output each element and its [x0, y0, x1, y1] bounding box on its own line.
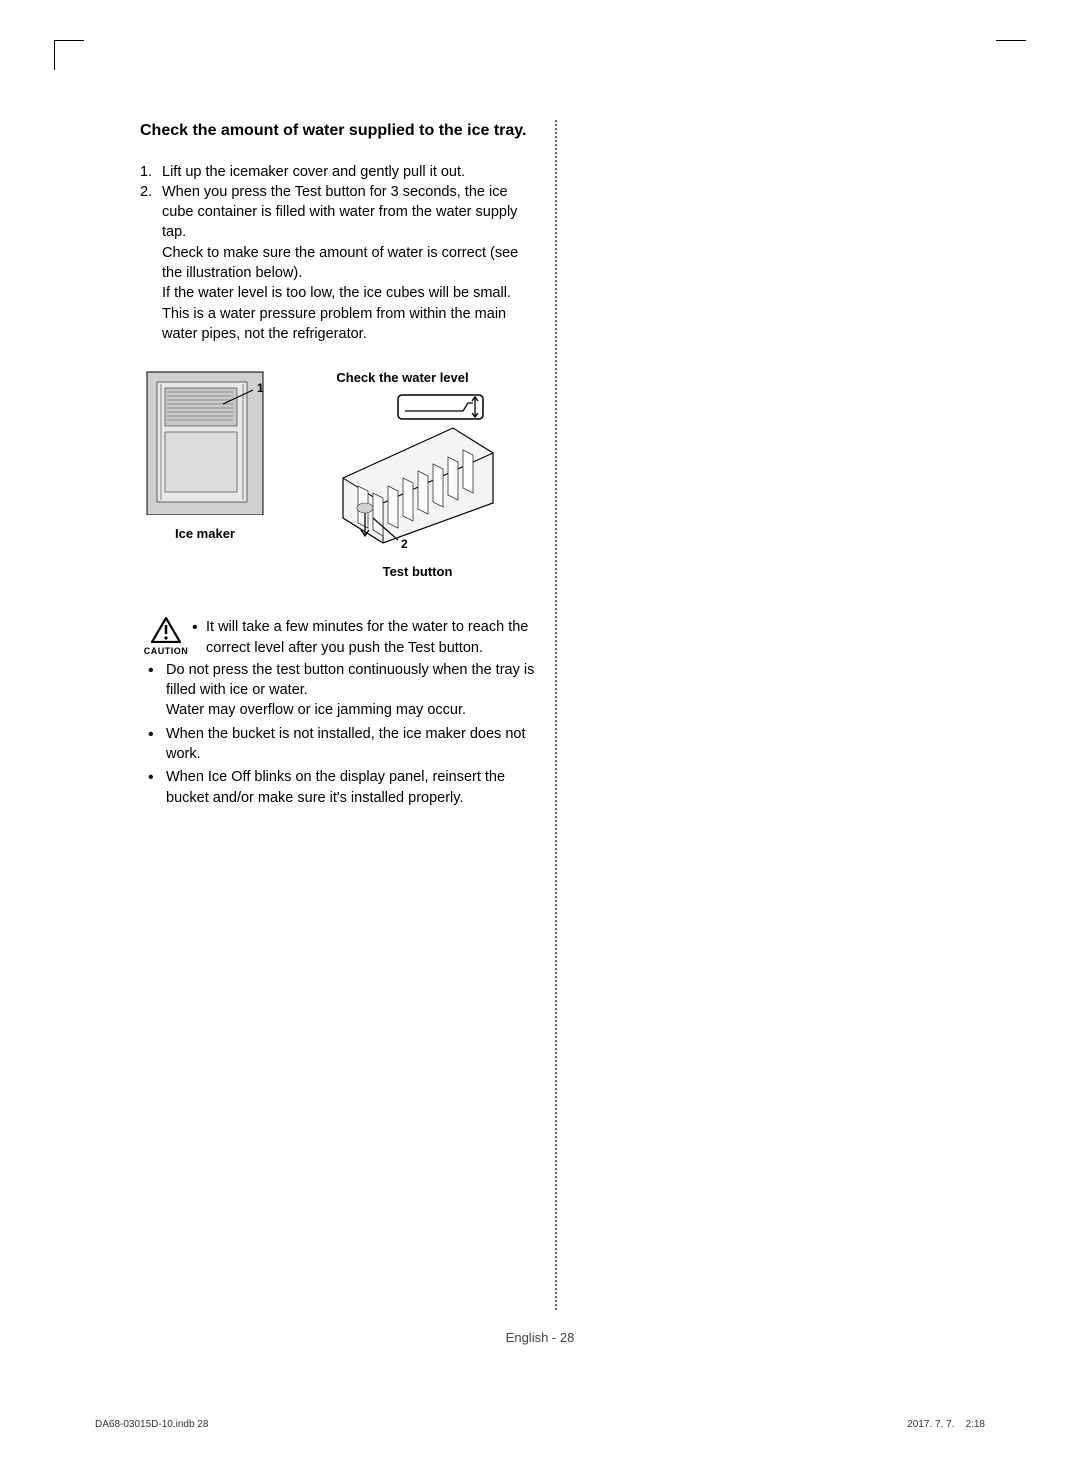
caution-bullets: Do not press the test button continuousl… [140, 660, 535, 808]
illustration-left: 1 Ice maker [140, 370, 270, 541]
caution-item-2: When the bucket is not installed, the ic… [140, 724, 535, 765]
caution-item-1: Do not press the test button continuousl… [140, 660, 535, 721]
steps-list: Lift up the icemaker cover and gently pu… [140, 162, 535, 345]
ice-maker-diagram: 1 [145, 370, 265, 515]
step-2: When you press the Test button for 3 sec… [140, 182, 535, 344]
column-divider [555, 120, 557, 1310]
caution-label: CAUTION [140, 646, 192, 656]
step-2-text: When you press the Test button for 3 sec… [162, 184, 518, 342]
caution-item-2-text: When the bucket is not installed, the ic… [166, 726, 525, 762]
test-button-label: Test button [300, 564, 535, 579]
footer-left: DA68-03015D-10.indb 28 [95, 1419, 208, 1430]
caution-item-3-text: When Ice Off blinks on the display panel… [166, 769, 505, 805]
caution-icon-block: CAUTION [140, 617, 192, 656]
caution-bullet-first: It will take a few minutes for the water… [192, 617, 535, 658]
caution-item-3: When Ice Off blinks on the display panel… [140, 767, 535, 808]
caution-item-1-text: Do not press the test button continuousl… [166, 662, 534, 719]
caution-first-text: It will take a few minutes for the water… [206, 619, 528, 655]
page-content: Check the amount of water supplied to th… [140, 120, 945, 811]
callout-1-text: 1 [257, 381, 264, 395]
crop-mark-tl [54, 40, 84, 70]
illustration-right: Check the water level 2 [270, 370, 535, 579]
water-level-diagram: 2 [313, 393, 513, 553]
step-1: Lift up the icemaker cover and gently pu… [140, 162, 535, 182]
check-water-level-title: Check the water level [270, 370, 535, 385]
page-number: English - 28 [0, 1330, 1080, 1345]
ice-maker-label: Ice maker [140, 526, 270, 541]
callout-2-text: 2 [401, 537, 408, 551]
section-title: Check the amount of water supplied to th… [140, 120, 535, 142]
step-1-text: Lift up the icemaker cover and gently pu… [162, 164, 465, 180]
crop-mark-tr [996, 40, 1026, 41]
caution-block: CAUTION It will take a few minutes for t… [140, 617, 535, 658]
warning-icon [151, 617, 181, 643]
footer-right: 2017. 7. 7. 2:18 [907, 1419, 985, 1430]
illustration-area: 1 Ice maker Check the water level [140, 370, 535, 579]
left-column: Check the amount of water supplied to th… [140, 120, 535, 808]
